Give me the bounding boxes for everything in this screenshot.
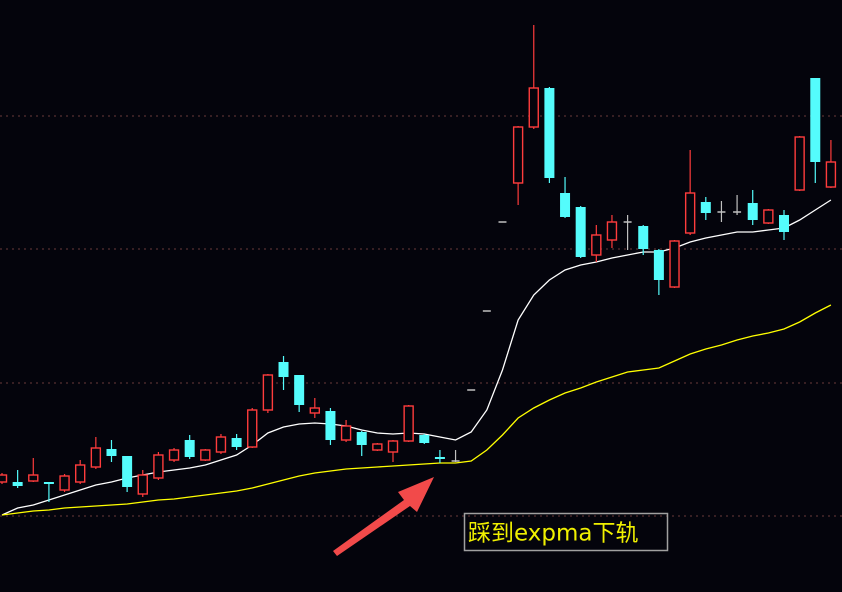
candle-body: [168, 449, 180, 461]
candle-body: [74, 464, 86, 483]
candle-body: [200, 449, 211, 461]
candle-body: [606, 221, 618, 241]
candle-body: [294, 375, 305, 405]
candle-body: [638, 226, 649, 249]
candle-body: [669, 240, 680, 288]
candle-body: [43, 482, 54, 484]
candle-body: [700, 202, 711, 213]
candle-body: [247, 409, 258, 448]
candle-body: [278, 362, 289, 377]
candle-body: [825, 161, 837, 188]
candle-body: [215, 436, 227, 453]
candle-body: [325, 411, 336, 440]
candle-body: [575, 207, 586, 257]
candle-body: [356, 432, 367, 445]
candle-body: [434, 457, 445, 459]
candle-body: [372, 443, 383, 451]
candle-body: [28, 474, 39, 482]
candle-body: [137, 474, 148, 495]
candle-body: [309, 407, 320, 414]
candle-body: [763, 209, 774, 224]
candle-body: [231, 438, 242, 447]
candle-body: [106, 449, 117, 456]
candle-body: [779, 215, 789, 232]
candle-body: [262, 374, 274, 411]
candle-body: [747, 203, 758, 220]
candle-body: [591, 234, 602, 256]
candle-body: [653, 250, 664, 280]
candle-body: [512, 126, 524, 184]
candle-body: [528, 87, 539, 128]
candle-body: [90, 447, 102, 468]
candle-body: [0, 474, 8, 483]
arrow: [333, 477, 434, 556]
candle-body: [340, 425, 352, 441]
candle-body: [544, 88, 555, 178]
average-line: [1, 304, 832, 516]
candle-body: [403, 405, 414, 442]
candle-body: [810, 78, 821, 162]
candle-body: [122, 456, 133, 487]
candle-body: [684, 192, 696, 234]
grid: [0, 115, 842, 517]
annotation-box: [463, 512, 669, 552]
plot: [0, 25, 837, 516]
candle-body: [560, 193, 571, 217]
annotation: 踩到expma下轨: [468, 521, 638, 547]
candle-body: [153, 454, 164, 479]
candle-body: [59, 475, 70, 491]
candle-body: [12, 482, 23, 486]
candle-body: [794, 136, 805, 191]
candle-body: [419, 435, 430, 443]
candle-body: [184, 440, 195, 457]
candle-body: [387, 440, 399, 453]
